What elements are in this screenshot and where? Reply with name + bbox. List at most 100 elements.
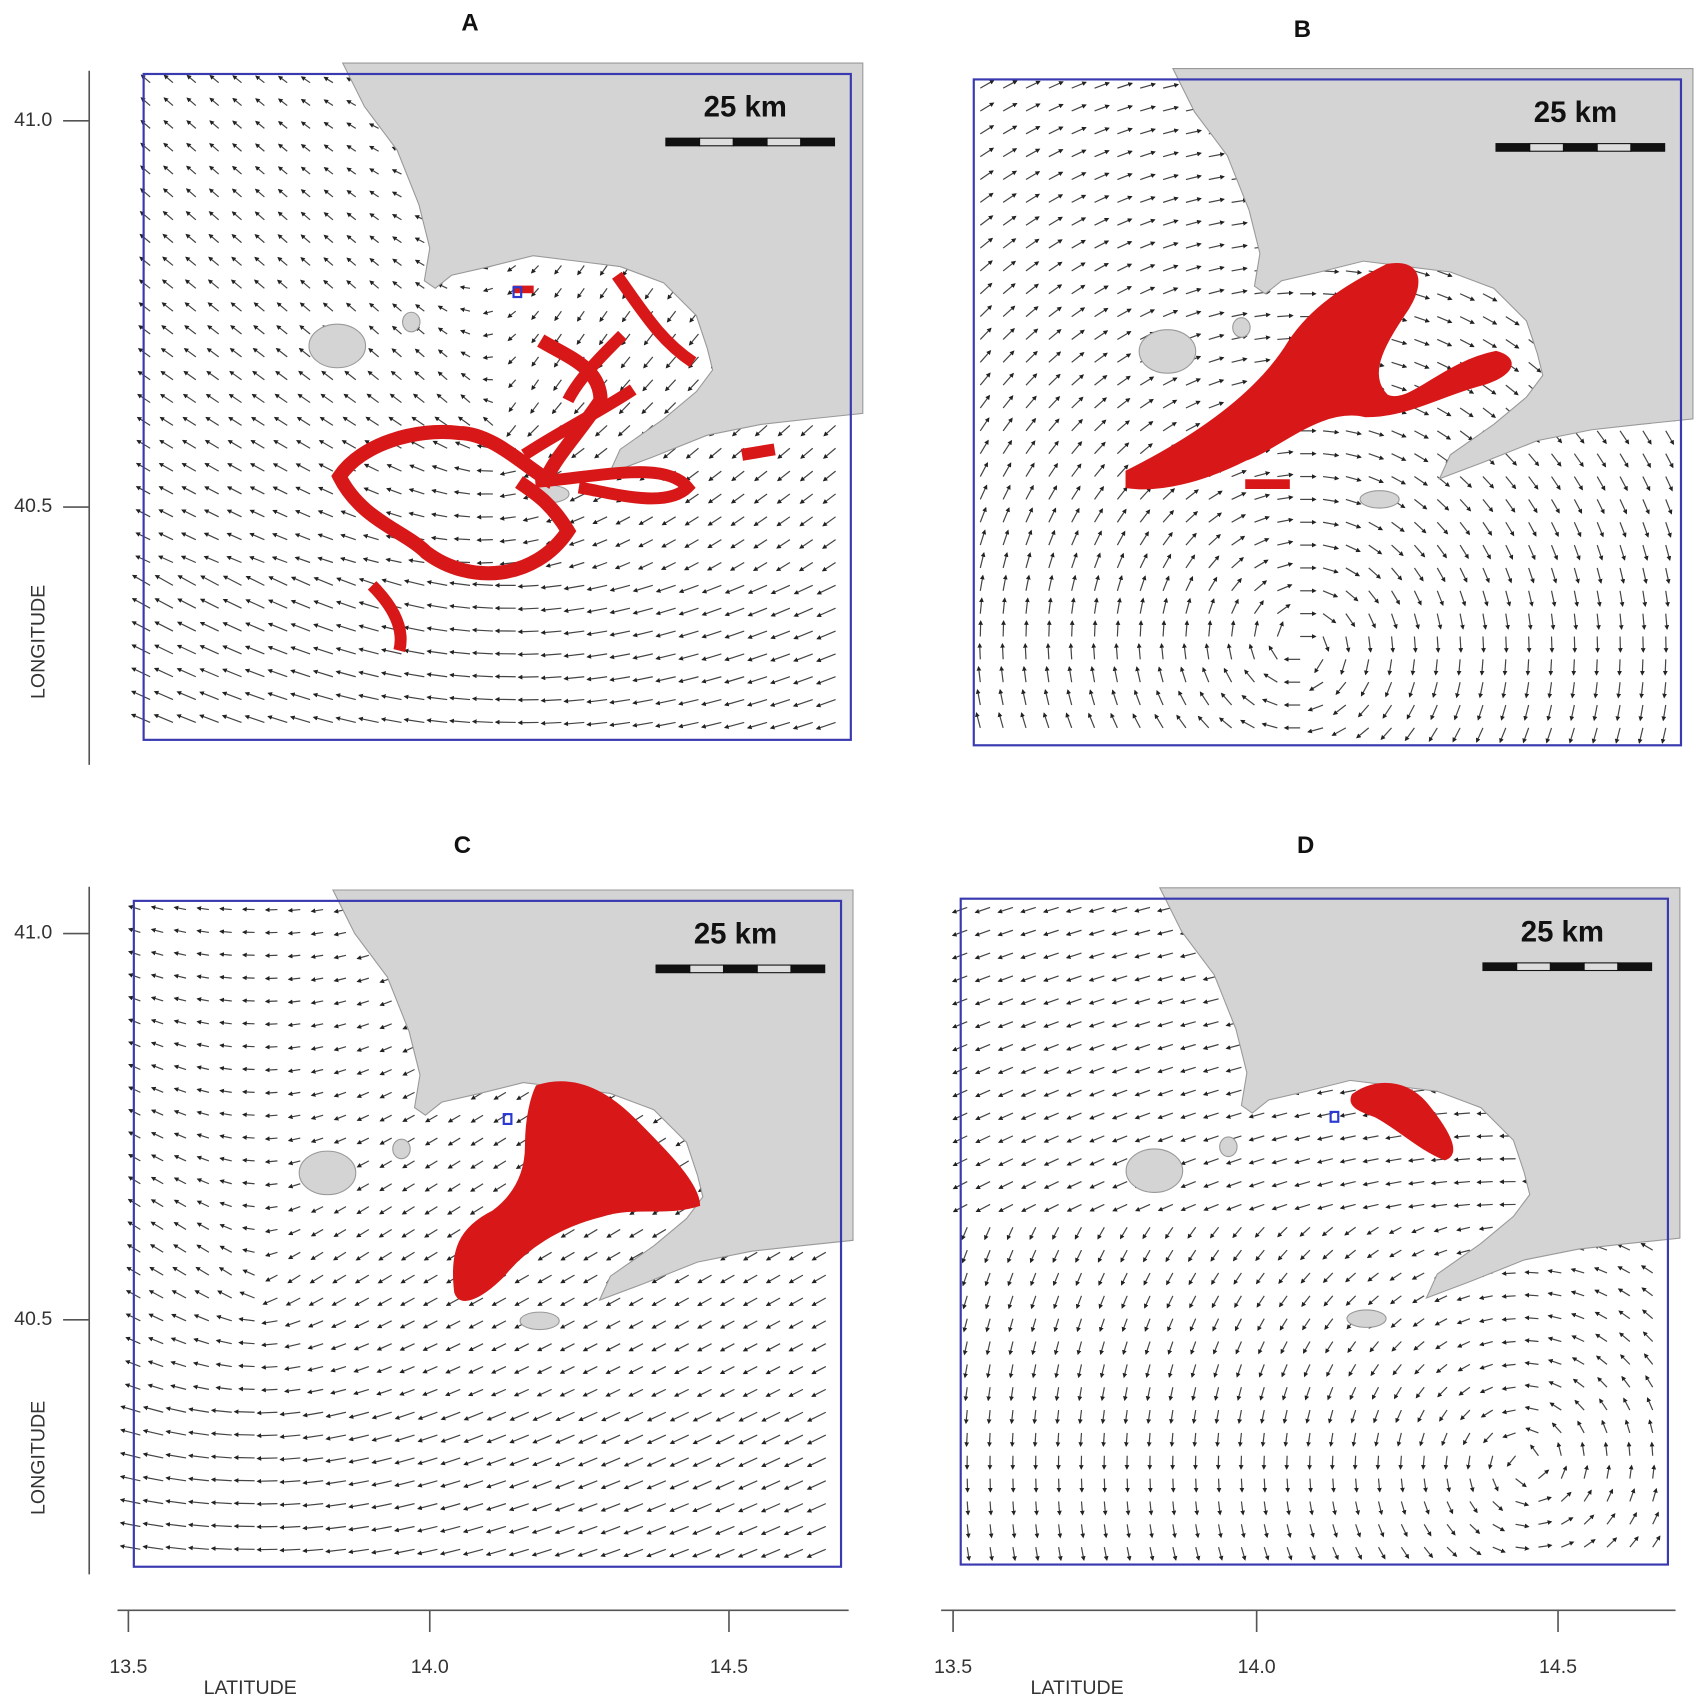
current-arrow [1208, 356, 1225, 363]
current-arrow [1466, 1455, 1471, 1470]
current-arrow [1002, 439, 1013, 455]
current-arrow [1099, 1364, 1105, 1379]
current-arrow [276, 325, 288, 335]
current-arrow [1048, 239, 1063, 249]
current-arrow [150, 1109, 164, 1116]
current-arrow [1505, 476, 1517, 490]
current-arrow [1459, 567, 1468, 583]
current-arrow [1560, 1491, 1572, 1502]
current-arrow [1390, 613, 1398, 630]
current-arrow [1208, 265, 1225, 272]
current-arrow [1089, 1135, 1105, 1143]
current-arrow [688, 333, 699, 346]
current-arrow [1619, 1354, 1631, 1365]
current-arrow [1143, 1249, 1151, 1263]
current-arrow [1098, 1295, 1105, 1309]
current-arrow [974, 1066, 991, 1075]
current-arrow [1248, 1112, 1265, 1119]
current-arrow [417, 1503, 438, 1511]
current-arrow [1651, 1464, 1657, 1479]
current-arrow [1071, 284, 1086, 295]
current-arrow [186, 142, 197, 152]
current-arrow [1139, 264, 1156, 272]
current-arrow [310, 1114, 324, 1120]
current-arrow [1094, 397, 1107, 409]
current-arrow [149, 1244, 164, 1253]
current-arrow [1307, 704, 1324, 712]
current-arrow [586, 676, 608, 682]
current-arrow [1053, 1341, 1060, 1356]
current-arrow [1437, 293, 1453, 301]
current-arrow [392, 236, 402, 244]
current-arrow [1377, 1546, 1386, 1560]
current-arrow [346, 167, 357, 175]
current-arrow [1025, 484, 1034, 500]
current-arrow [815, 699, 836, 708]
current-arrow [1001, 597, 1007, 614]
current-arrow [560, 1297, 575, 1306]
current-arrow [1407, 1180, 1425, 1186]
current-arrow [379, 1091, 392, 1099]
current-arrow [254, 188, 265, 198]
current-arrow [440, 1457, 461, 1466]
current-arrow [1236, 1387, 1242, 1401]
scale-bar [722, 964, 758, 974]
current-arrow [1213, 1387, 1220, 1401]
current-arrow [815, 721, 836, 730]
current-arrow [1075, 1272, 1083, 1286]
current-arrow [1231, 535, 1246, 546]
current-arrow [207, 279, 220, 289]
current-arrow [422, 1365, 438, 1374]
current-arrow [1048, 81, 1064, 89]
current-arrow [1089, 1203, 1105, 1212]
current-arrow [1112, 666, 1118, 683]
current-arrow [302, 1434, 324, 1440]
current-arrow [724, 653, 745, 662]
current-arrow [1528, 361, 1542, 373]
current-arrow [977, 642, 983, 660]
current-arrow [422, 1320, 438, 1329]
current-arrow [1601, 1419, 1608, 1434]
current-arrow [1459, 613, 1465, 630]
current-arrow [1277, 517, 1294, 523]
current-arrow [219, 906, 232, 912]
current-arrow [423, 1251, 438, 1261]
current-arrow [1231, 514, 1246, 523]
current-arrow [227, 463, 242, 472]
current-arrow [674, 1297, 689, 1306]
current-arrow [623, 1434, 644, 1444]
current-arrow [1528, 476, 1539, 490]
current-arrow [1550, 521, 1559, 538]
current-arrow [369, 280, 380, 289]
current-arrow [454, 466, 471, 472]
current-arrow [463, 1457, 484, 1466]
current-arrow [753, 493, 768, 504]
current-arrow [708, 447, 722, 459]
current-arrow [1218, 717, 1233, 729]
current-arrow [1048, 485, 1058, 500]
current-arrow [1501, 1339, 1516, 1345]
current-arrow [661, 539, 676, 548]
current-arrow [1606, 1464, 1611, 1479]
current-arrow [811, 1274, 827, 1284]
current-arrow [683, 561, 699, 571]
current-arrow [300, 166, 311, 175]
current-arrow [1643, 1353, 1654, 1365]
current-arrow [531, 1480, 552, 1489]
current-arrow [1322, 1249, 1334, 1260]
current-arrow [577, 1503, 598, 1512]
current-arrow [470, 1114, 484, 1123]
current-arrow [1009, 1409, 1015, 1425]
current-arrow [1048, 552, 1055, 569]
panel-b: 25 km [972, 68, 1694, 747]
current-arrow [1482, 338, 1498, 348]
current-arrow [333, 977, 347, 983]
current-arrow [1443, 1455, 1449, 1470]
current-arrow [1369, 1341, 1379, 1353]
current-arrow [318, 486, 334, 495]
current-arrow [1217, 1524, 1223, 1539]
current-arrow [302, 1502, 324, 1508]
current-arrow [1436, 544, 1447, 559]
current-arrow [403, 602, 425, 609]
current-arrow [1414, 453, 1429, 463]
